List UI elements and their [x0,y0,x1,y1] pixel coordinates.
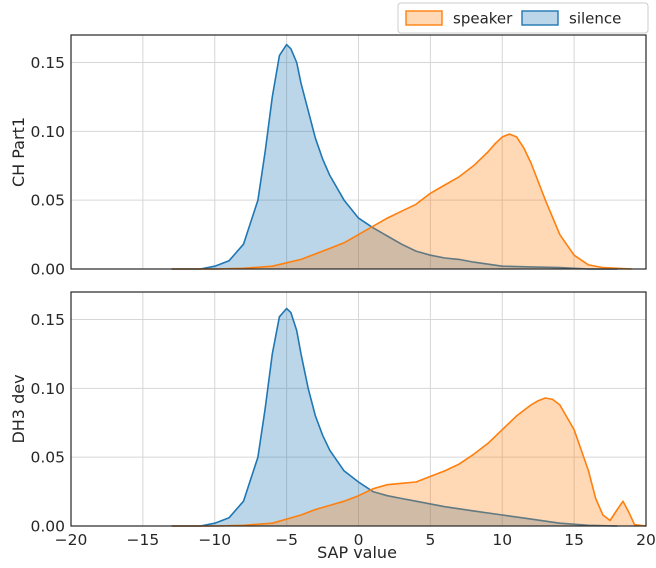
panel-ch-part1: 0.00 0.05 0.10 0.15 CH Part1 [9,34,647,279]
x-tick-label: −15 [127,531,160,549]
density-line-speaker [171,133,632,270]
panel-dh3-dev: 0.00 0.05 0.10 0.15 DH3 dev −20 −15 −10 −5 0 5 10 15… [9,291,656,549]
x-tick-label: 5 [425,531,435,549]
y-tick-label: 0.00 [30,261,65,279]
legend: speaker silence [397,2,649,34]
x-tick-label: 10 [492,531,512,549]
density-area-silence [171,44,618,269]
y-tick-label: 0.00 [30,518,65,536]
density-line-silence [171,307,618,527]
x-tick-label: 20 [636,531,656,549]
x-tick-label: −10 [198,531,231,549]
x-axis-label: SAP value [317,543,397,562]
y-tick-label: 0.15 [30,311,65,329]
y-tick-label: 0.05 [30,192,65,210]
x-tick-label: 0 [354,531,364,549]
density-area-silence [171,308,618,526]
plot-frame [70,34,647,270]
plot-frame [70,291,647,527]
density-line-silence [171,43,618,270]
legend-box [397,2,649,34]
y-tick-label: 0.15 [30,54,65,72]
x-tick-label: −5 [275,531,298,549]
y-tick-label: 0.10 [30,123,65,141]
density-area-speaker [171,134,632,269]
legend-swatch-silence [521,10,559,26]
legend-label-speaker: speaker [453,10,513,28]
density-area-speaker [171,398,646,526]
y-tick-label: 0.05 [30,449,65,467]
y-tick-label: 0.10 [30,380,65,398]
y-axis-label: CH Part1 [9,117,28,187]
x-tick-label: 15 [564,531,584,549]
density-line-speaker [171,397,647,527]
y-axis-label: DH3 dev [9,374,28,443]
legend-label-silence: silence [569,10,621,28]
legend-swatch-speaker [405,10,443,26]
x-tick-label: −20 [55,531,88,549]
